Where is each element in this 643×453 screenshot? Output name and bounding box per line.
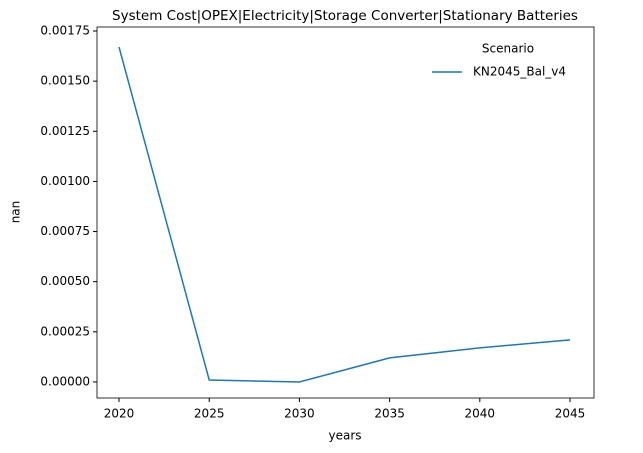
y-tick-label: 0.00150 [40, 74, 90, 88]
y-tick-label: 0.00000 [40, 374, 90, 388]
chart-title: System Cost|OPEX|Electricity|Storage Con… [112, 8, 578, 24]
x-tick-label: 2035 [374, 407, 405, 421]
y-tick-label: 0.00125 [40, 124, 90, 138]
x-tick-label: 2020 [104, 407, 135, 421]
y-axis-label: nan [9, 201, 23, 224]
x-axis-label: years [328, 429, 361, 443]
y-tick-label: 0.00075 [40, 224, 90, 238]
plot-frame [96, 26, 595, 399]
y-tick-label: 0.00050 [40, 274, 90, 288]
y-tick-label: 0.00025 [40, 324, 90, 338]
legend-label: KN2045_Bal_v4 [473, 65, 566, 79]
series-line [118, 46, 571, 383]
y-tick-label: 0.00100 [40, 174, 90, 188]
x-tick-label: 2040 [465, 407, 496, 421]
x-tick-label: 2030 [284, 407, 315, 421]
x-tick-label: 2025 [194, 407, 225, 421]
legend-title: Scenario [482, 42, 534, 56]
x-tick-label: 2045 [555, 407, 586, 421]
y-tick-label: 0.00175 [40, 24, 90, 38]
